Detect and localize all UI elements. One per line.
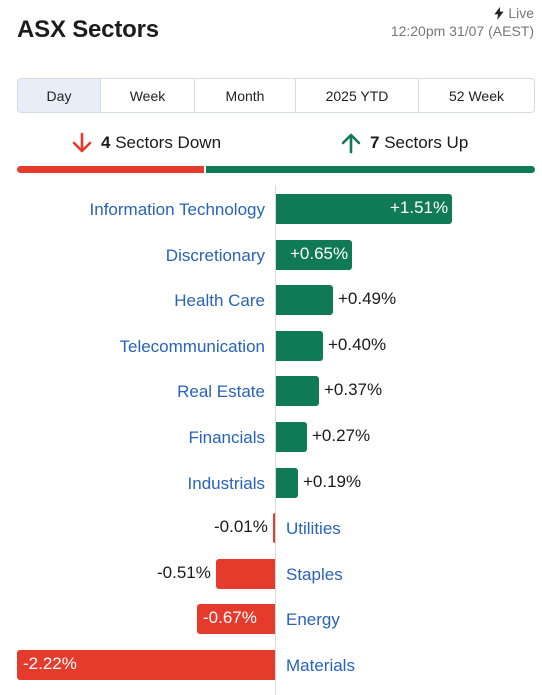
sectors-up-count: 7 bbox=[370, 133, 380, 152]
sector-bar bbox=[197, 604, 275, 634]
sector-bar bbox=[276, 468, 298, 498]
sector-change-value: +0.37% bbox=[324, 380, 383, 399]
sector-row: Information Technology +1.51% bbox=[0, 194, 542, 224]
tab-2025-ytd[interactable]: 2025 YTD bbox=[296, 79, 419, 112]
sector-bar bbox=[17, 650, 275, 680]
live-indicator: Live bbox=[493, 5, 534, 21]
sectors-down-summary: 4 Sectors Down bbox=[72, 132, 221, 154]
sector-change-value: +0.19% bbox=[303, 472, 362, 491]
arrow-down-icon bbox=[72, 132, 92, 153]
sector-name-link[interactable]: Energy bbox=[286, 610, 340, 629]
sector-change-value: +0.27% bbox=[312, 426, 371, 445]
sectors-down-bar bbox=[17, 166, 204, 173]
sector-change-value: -0.51% bbox=[157, 563, 211, 582]
sectors-up-bar bbox=[206, 166, 535, 173]
live-label: Live bbox=[508, 5, 534, 21]
sector-bar bbox=[276, 285, 333, 315]
sector-name-link[interactable]: Materials bbox=[286, 656, 355, 675]
period-tabs: Day Week Month 2025 YTD 52 Week bbox=[17, 78, 535, 113]
sector-change-value: +0.49% bbox=[338, 289, 397, 308]
lightning-icon bbox=[494, 6, 504, 20]
sector-row: Discretionary +0.65% bbox=[0, 240, 542, 270]
tab-52-week[interactable]: 52 Week bbox=[449, 87, 504, 104]
sector-name-link[interactable]: Information Technology bbox=[89, 200, 265, 219]
sector-name-link[interactable]: Real Estate bbox=[177, 382, 265, 401]
arrow-up-icon bbox=[341, 133, 361, 154]
sector-bar bbox=[276, 240, 352, 270]
sector-row: Telecommunication +0.40% bbox=[0, 331, 542, 361]
sector-row: Financials +0.27% bbox=[0, 422, 542, 452]
sectors-down-label: Sectors Down bbox=[115, 133, 222, 152]
sector-name-link[interactable]: Discretionary bbox=[165, 246, 265, 265]
sector-name-link[interactable]: Utilities bbox=[286, 519, 341, 538]
sectors-up-summary: 7 Sectors Up bbox=[341, 132, 468, 154]
sector-row: Energy -0.67% bbox=[0, 604, 542, 634]
sector-change-value: +0.65% bbox=[290, 244, 349, 263]
timestamp: 12:20pm 31/07 (AEST) bbox=[390, 23, 534, 39]
sector-row: Industrials +0.19% bbox=[0, 468, 542, 498]
tab-day[interactable]: Day bbox=[18, 79, 101, 112]
sector-bar bbox=[216, 559, 275, 589]
sector-change-value: -0.67% bbox=[203, 608, 257, 627]
sector-name-link[interactable]: Health Care bbox=[174, 291, 265, 310]
sector-change-value: -0.01% bbox=[214, 517, 268, 536]
sector-bar bbox=[276, 422, 307, 452]
sector-bar bbox=[276, 194, 452, 224]
sector-bar bbox=[276, 376, 319, 406]
page-title: ASX Sectors bbox=[17, 16, 159, 43]
sector-row: Materials -2.22% bbox=[0, 650, 542, 680]
sectors-up-label: Sectors Up bbox=[384, 133, 469, 152]
sector-row: Utilities -0.01% bbox=[0, 513, 542, 543]
sector-row: Real Estate +0.37% bbox=[0, 376, 542, 406]
tab-week[interactable]: Week bbox=[101, 79, 195, 112]
sector-name-link[interactable]: Staples bbox=[286, 565, 343, 584]
sector-name-link[interactable]: Telecommunication bbox=[119, 337, 265, 356]
sector-change-value: -2.22% bbox=[23, 654, 77, 673]
sectors-down-count: 4 bbox=[101, 133, 111, 152]
sector-row: Staples -0.51% bbox=[0, 559, 542, 589]
sector-bar bbox=[276, 331, 323, 361]
sector-row: Health Care +0.49% bbox=[0, 285, 542, 315]
sector-change-value: +0.40% bbox=[328, 335, 387, 354]
sector-name-link[interactable]: Financials bbox=[188, 428, 265, 447]
sector-bar bbox=[273, 513, 275, 543]
zero-axis bbox=[275, 185, 276, 695]
sector-name-link[interactable]: Industrials bbox=[187, 474, 265, 493]
tab-month[interactable]: Month bbox=[195, 79, 296, 112]
sector-change-value: +1.51% bbox=[390, 198, 449, 217]
